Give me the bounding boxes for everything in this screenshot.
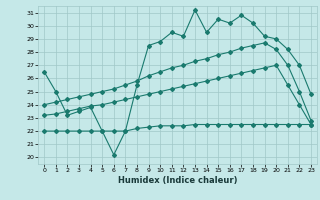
X-axis label: Humidex (Indice chaleur): Humidex (Indice chaleur) xyxy=(118,176,237,185)
